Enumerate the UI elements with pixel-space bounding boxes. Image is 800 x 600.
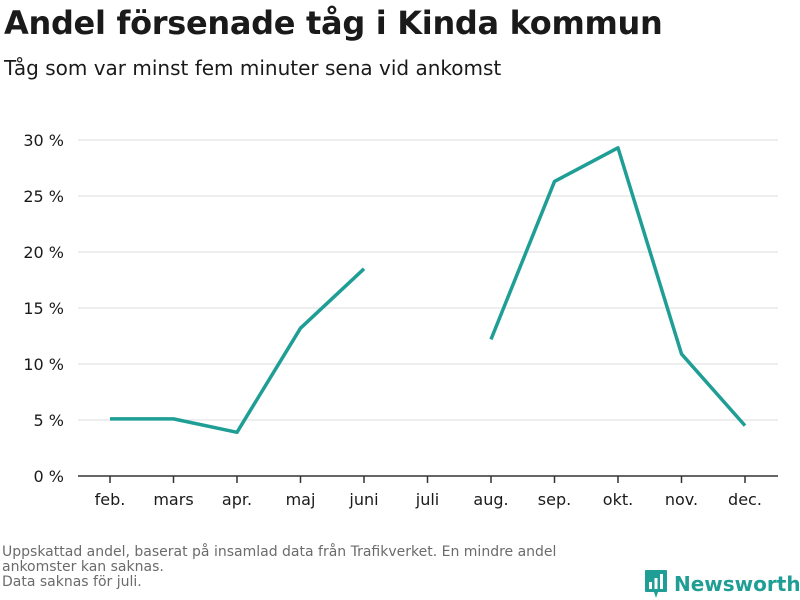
x-tick-label: juni [348, 490, 378, 509]
series-line [110, 267, 366, 435]
y-tick-label: 15 % [23, 299, 64, 318]
y-tick-label: 10 % [23, 355, 64, 374]
chart-subtitle: Tåg som var minst fem minuter sena vid a… [4, 56, 502, 80]
x-tick-label: okt. [603, 490, 633, 509]
y-tick-label: 20 % [23, 243, 64, 262]
x-tick-label: nov. [665, 490, 698, 509]
footnote-line-3: Data saknas för juli. [2, 574, 142, 590]
y-tick-label: 0 % [34, 467, 64, 486]
x-tick-label: mars [153, 490, 193, 509]
series-line [489, 146, 747, 427]
footnote-line-2: ankomster kan saknas. [2, 559, 164, 575]
x-tick-label: aug. [473, 490, 508, 509]
x-tick-label: feb. [95, 490, 126, 509]
y-tick-label: 30 % [23, 131, 64, 150]
line-chart: 0 % 5 % 10 % 15 % 20 % 25 % 30 % feb. mars apr. ma… [23, 131, 778, 509]
brand: Newsworthy [644, 569, 800, 599]
x-tick-label: juli [415, 490, 439, 509]
x-tick-label: sep. [538, 490, 571, 509]
y-tick-label: 5 % [34, 411, 64, 430]
x-tick-label: dec. [728, 490, 762, 509]
brand-name: Newsworthy [674, 572, 800, 596]
chart-title: Andel försenade tåg i Kinda kommun [4, 4, 663, 42]
footnote-line-1: Uppskattad andel, baserat på insamlad da… [2, 544, 557, 560]
newsworthy-logo-icon [645, 570, 667, 598]
footnote: Uppskattad andel, baserat på insamlad da… [2, 545, 556, 590]
x-tick-label: apr. [222, 490, 252, 509]
y-tick-label: 25 % [23, 187, 64, 206]
x-tick-label: maj [286, 490, 316, 509]
